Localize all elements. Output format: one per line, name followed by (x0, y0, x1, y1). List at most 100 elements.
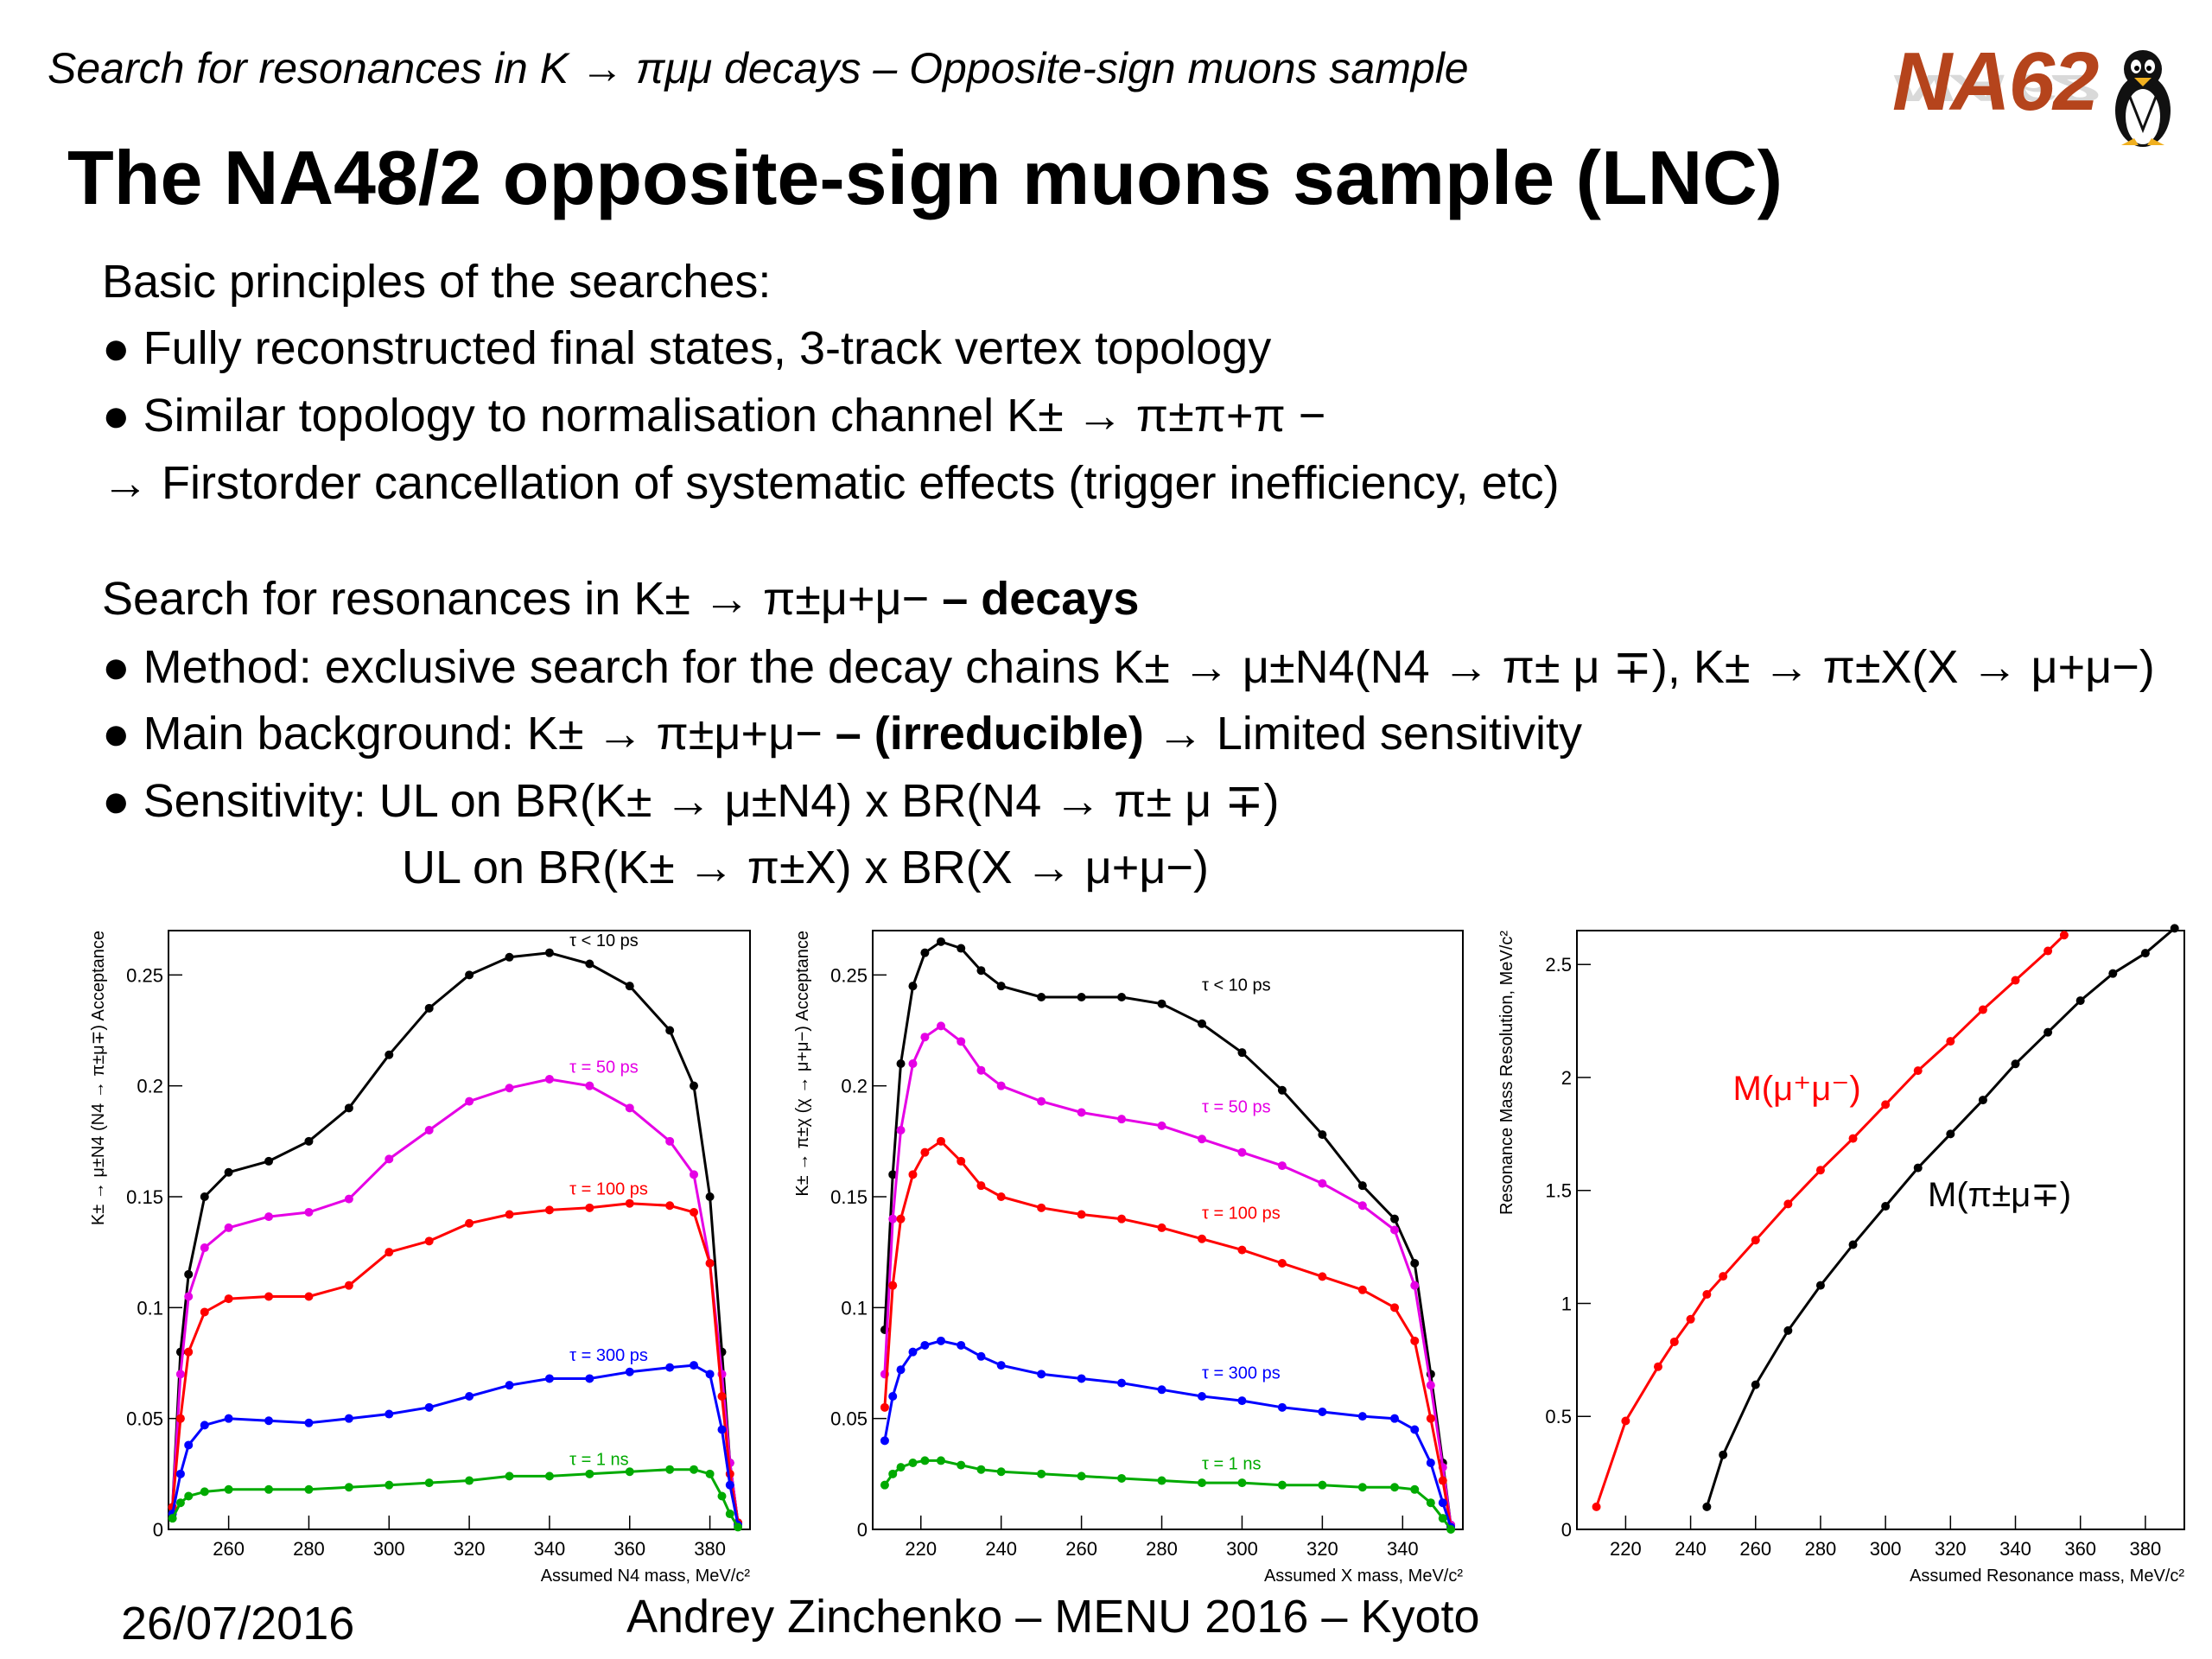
y-tick-label: 0.25 (830, 964, 868, 986)
x-tick-label: 220 (905, 1538, 937, 1560)
data-point (1410, 1336, 1420, 1345)
data-point (385, 1480, 394, 1490)
data-point (1815, 1281, 1825, 1290)
data-point (888, 1170, 898, 1179)
data-point (690, 1207, 699, 1217)
data-point (717, 1425, 727, 1434)
y-tick-label: 0.15 (830, 1186, 868, 1208)
data-point (264, 1156, 274, 1166)
bullet-method: ● Method: exclusive search for the decay… (102, 641, 2155, 693)
data-point (1669, 1337, 1679, 1346)
search-heading-bold: – decays (942, 573, 1140, 625)
na62-logo: NA62 NA62 (1892, 35, 2186, 164)
data-point (175, 1498, 185, 1508)
data-point (690, 1081, 699, 1090)
data-point (1426, 1414, 1435, 1423)
data-point (1702, 1290, 1712, 1300)
data-point (1390, 1214, 1400, 1224)
y-axis-label: K± → π±χ (χ → μ+μ−) Acceptance (793, 931, 812, 1197)
data-point (465, 1476, 474, 1485)
series-annotation: τ = 1 ns (1202, 1455, 1262, 1474)
series-annotation: τ = 100 ps (569, 1179, 648, 1198)
x-tick-label: 380 (694, 1538, 726, 1560)
data-point (1621, 1416, 1630, 1426)
data-point (1702, 1502, 1712, 1511)
data-point (717, 1392, 727, 1401)
data-point (1913, 1066, 1923, 1076)
series-line (171, 1468, 740, 1529)
data-point (585, 1374, 594, 1383)
y-tick-label: 0.2 (841, 1076, 868, 1097)
series-line (171, 1363, 740, 1526)
data-point (1978, 1005, 1987, 1014)
data-point (665, 1201, 675, 1211)
series-annotation: τ = 100 ps (1202, 1205, 1281, 1224)
x-axis-label: Assumed X mass, MeV/c² (1264, 1567, 1463, 1586)
data-point (1783, 1325, 1793, 1335)
data-point (920, 1147, 930, 1157)
y-axis-label: Resonance Mass Resolution, MeV/c² (1497, 931, 1516, 1215)
data-point (344, 1281, 353, 1290)
x-tick-label: 280 (293, 1538, 325, 1560)
data-point (1438, 1514, 1447, 1523)
data-point (665, 1363, 675, 1372)
data-point (385, 1154, 394, 1164)
principles-heading: Basic principles of the searches: (102, 256, 772, 308)
data-point (1357, 1412, 1367, 1421)
data-point (1751, 1380, 1760, 1389)
x-tick-label: 360 (613, 1538, 645, 1560)
data-point (1237, 1478, 1247, 1488)
data-point (880, 1480, 889, 1490)
data-point (184, 1347, 194, 1357)
x-tick-label: 300 (1226, 1538, 1258, 1560)
x-tick-label: 360 (2064, 1538, 2096, 1560)
bullet-sensitivity: ● Sensitivity: UL on BR(K± → μ±N4) x BR(… (102, 775, 1280, 827)
data-point (1157, 1385, 1166, 1395)
data-point (976, 1065, 986, 1075)
y-tick-label: 0 (857, 1519, 868, 1541)
data-point (1117, 993, 1127, 1001)
data-point (690, 1170, 699, 1179)
data-point (224, 1414, 233, 1423)
data-point (957, 1340, 966, 1350)
data-point (1157, 1121, 1166, 1130)
data-point (2059, 931, 2069, 940)
data-point (1157, 999, 1166, 1008)
data-point (705, 1259, 715, 1268)
data-point (1318, 1130, 1327, 1140)
x-tick-label: 320 (454, 1538, 486, 1560)
data-point (888, 1214, 898, 1224)
data-point (880, 1436, 889, 1446)
arrow-cancellation: → Firstorder cancellation of systematic … (102, 457, 1560, 509)
search-heading: Search for resonances in K± → π±μ+μ− – d… (102, 572, 1139, 626)
data-point (1037, 1096, 1046, 1106)
data-point (1410, 1484, 1420, 1494)
data-point (1426, 1498, 1435, 1508)
data-point (344, 1194, 353, 1204)
y-tick-label: 1 (1561, 1293, 1572, 1314)
data-point (976, 1181, 986, 1191)
data-point (976, 1465, 986, 1474)
data-point (224, 1223, 233, 1232)
data-point (1237, 1396, 1247, 1406)
data-point (2170, 924, 2179, 933)
y-tick-label: 0.05 (830, 1408, 868, 1430)
data-point (1037, 1469, 1046, 1478)
sensitivity-continuation: UL on BR(K± → π±X) x BR(X → μ+μ−) (402, 842, 1209, 893)
y-tick-label: 2.5 (1545, 954, 1572, 976)
data-point (1751, 1236, 1760, 1245)
data-point (465, 1392, 474, 1401)
data-point (585, 959, 594, 969)
data-point (1077, 1210, 1086, 1219)
data-point (200, 1307, 209, 1317)
data-point (424, 1236, 434, 1246)
data-point (1653, 1362, 1662, 1371)
data-point (385, 1050, 394, 1059)
data-point (1197, 1478, 1206, 1488)
x-tick-label: 320 (1935, 1538, 1967, 1560)
slide-title: The NA48/2 opposite-sign muons sample (L… (67, 135, 1783, 220)
series-annotation: M(μ⁺μ⁻) (1732, 1070, 1860, 1108)
data-point (1117, 1378, 1127, 1388)
series-annotation: τ < 10 ps (569, 931, 639, 950)
background-text: ● Main background: K± → π±μ+μ− (102, 708, 836, 760)
